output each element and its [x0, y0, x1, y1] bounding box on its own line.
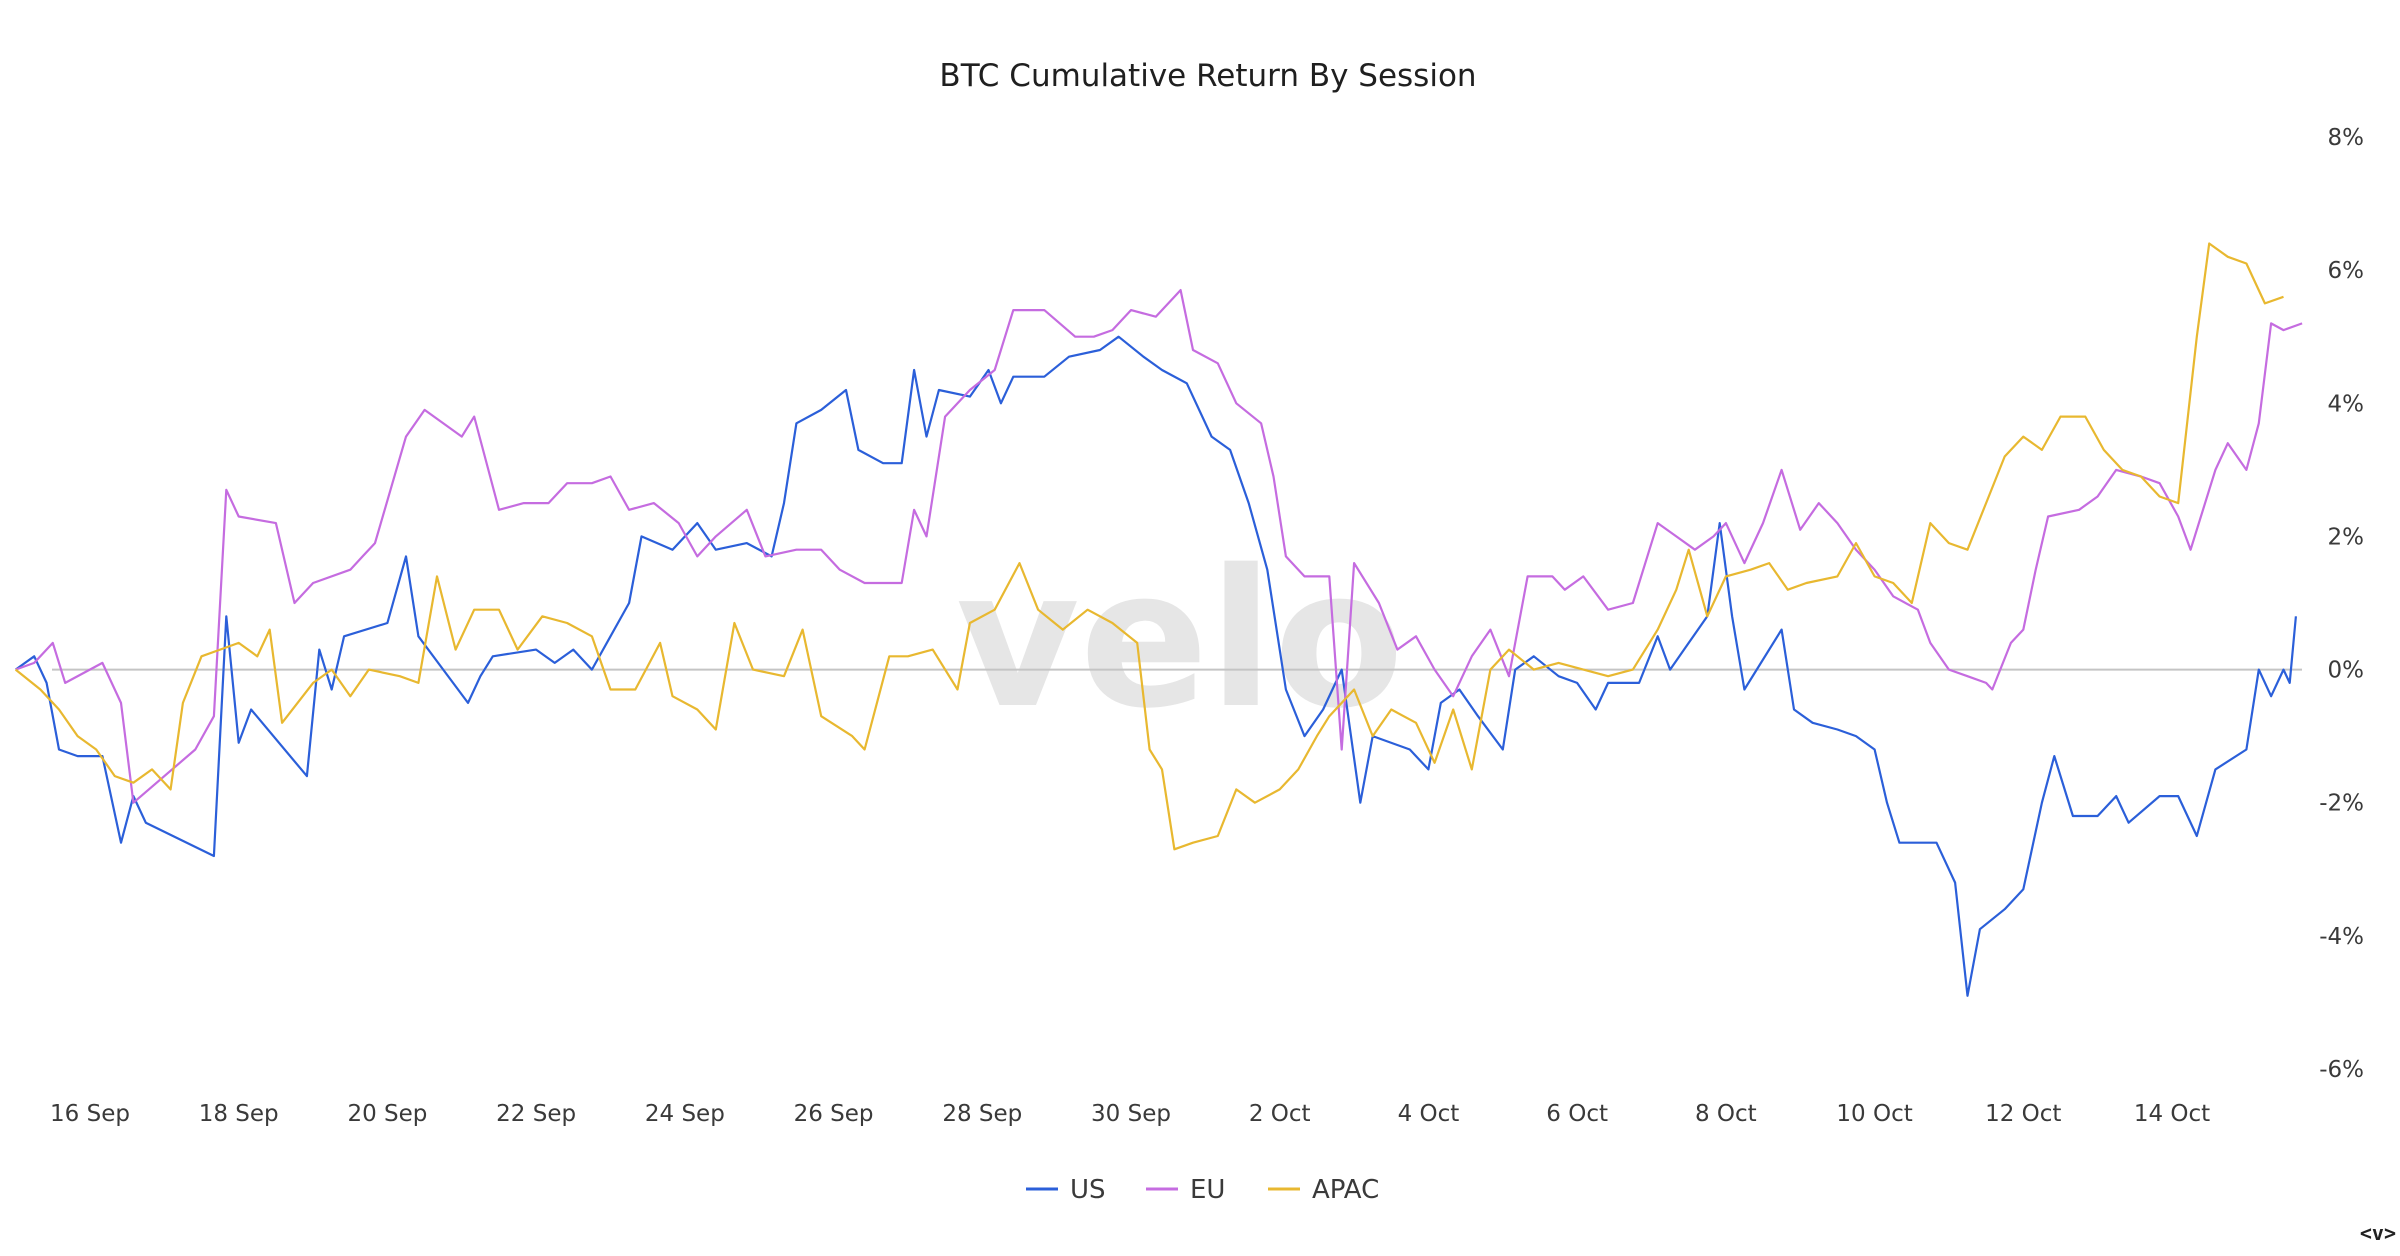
- x-tick-label: 14 Oct: [2134, 1101, 2210, 1127]
- x-tick-label: 6 Oct: [1546, 1101, 1608, 1127]
- x-tick-label: 26 Sep: [794, 1101, 874, 1127]
- brand-mark: <v>: [2360, 1221, 2396, 1245]
- legend-label-apac[interactable]: APAC: [1312, 1175, 1379, 1205]
- x-tick-label: 12 Oct: [1985, 1101, 2061, 1127]
- x-axis: 16 Sep 18 Sep 20 Sep 22 Sep 24 Sep 26 Sep 28 S…: [50, 1101, 2210, 1127]
- y-tick-label: 8%: [2328, 125, 2365, 151]
- legend-label-eu[interactable]: EU: [1190, 1175, 1225, 1205]
- x-tick-label: 28 Sep: [942, 1101, 1022, 1127]
- y-tick-label: 6%: [2328, 258, 2365, 284]
- legend-label-us[interactable]: US: [1070, 1175, 1106, 1205]
- x-tick-label: 24 Sep: [645, 1101, 725, 1127]
- x-tick-label: 22 Sep: [496, 1101, 576, 1127]
- x-tick-label: 10 Oct: [1836, 1101, 1912, 1127]
- y-tick-label: 4%: [2328, 391, 2365, 417]
- y-tick-label: -4%: [2319, 924, 2364, 950]
- legend: US EU APAC: [1026, 1175, 1379, 1205]
- x-tick-label: 20 Sep: [347, 1101, 427, 1127]
- y-tick-label: -6%: [2319, 1057, 2364, 1083]
- x-tick-label: 8 Oct: [1695, 1101, 1757, 1127]
- y-tick-label: 0%: [2328, 658, 2365, 684]
- series-line-us: [14, 335, 2297, 997]
- x-tick-label: 4 Oct: [1398, 1101, 1460, 1127]
- chart-title: BTC Cumulative Return By Session: [939, 58, 1476, 94]
- series-line-apac: [14, 242, 2284, 851]
- plot-area: [14, 242, 2303, 997]
- x-tick-label: 2 Oct: [1249, 1101, 1311, 1127]
- y-tick-label: -2%: [2319, 791, 2364, 817]
- x-tick-label: 16 Sep: [50, 1101, 130, 1127]
- x-tick-label: 30 Sep: [1091, 1101, 1171, 1127]
- watermark-logo: velo: [956, 529, 1404, 750]
- y-tick-label: 2%: [2328, 524, 2365, 550]
- y-axis: -6% -4% -2% 0% 2% 4% 6% 8%: [2319, 125, 2364, 1083]
- x-tick-label: 18 Sep: [199, 1101, 279, 1127]
- series-line-eu: [15, 289, 2303, 804]
